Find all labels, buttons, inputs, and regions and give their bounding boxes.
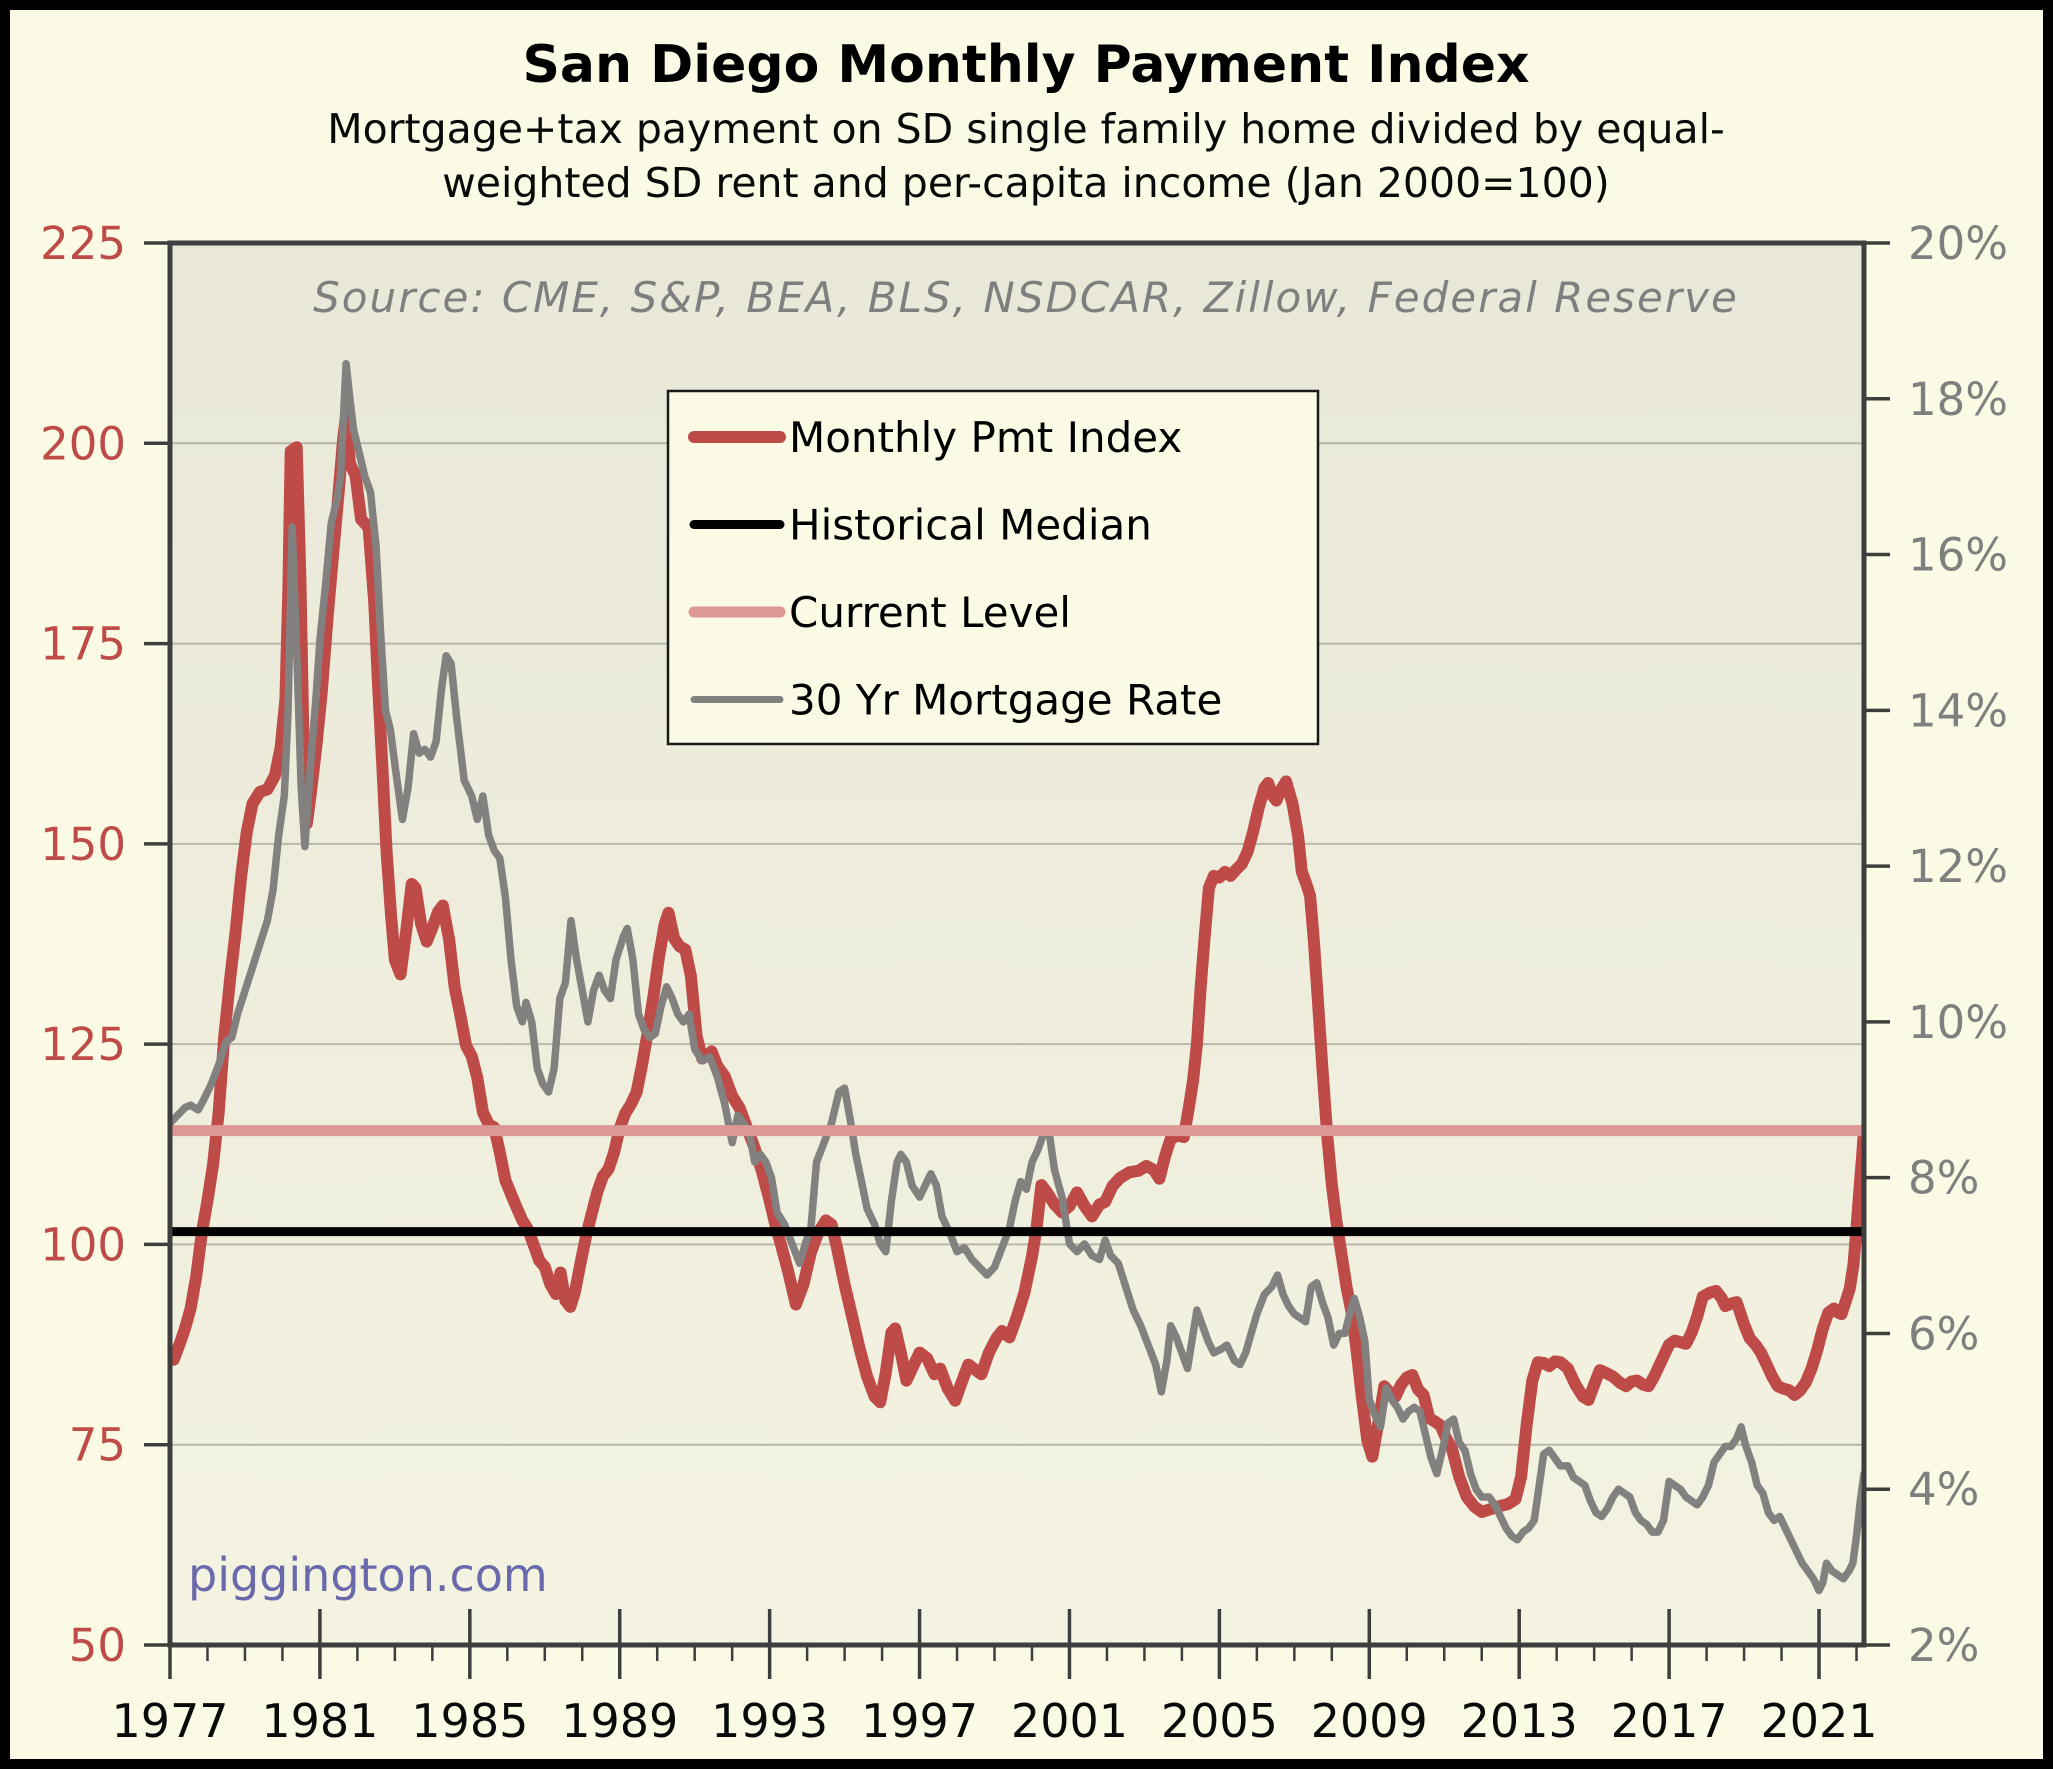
x-axis-label-1997: 1997 (861, 1694, 978, 1748)
axis-ticks (144, 241, 1890, 1679)
right-axis-label-2%: 2% (1908, 1619, 1979, 1672)
right-axis-label-16%: 16% (1908, 529, 2008, 582)
data-series (170, 359, 1864, 1595)
right-axis-label-20%: 20% (1908, 217, 2008, 270)
left-axis-label-50: 50 (69, 1619, 126, 1672)
left-axis-label-75: 75 (69, 1419, 126, 1472)
page-title: San Diego Monthly Payment Index (522, 35, 1529, 95)
legend: Monthly Pmt Index Historical Median Curren… (666, 389, 1320, 746)
right-axis-label-8%: 8% (1908, 1152, 1979, 1205)
left-axis-label-100: 100 (40, 1218, 126, 1271)
x-axis-label-1977: 1977 (111, 1694, 228, 1748)
left-axis-label-175: 175 (40, 618, 126, 671)
legend-label-1: Historical Median (789, 501, 1152, 550)
x-axis-label-2009: 2009 (1311, 1694, 1428, 1748)
30-yr-mortgage-rate-line (170, 359, 1864, 1595)
source-note: Source: CME, S&P, BEA, BLS, NSDCAR, Zill… (313, 273, 1739, 322)
watermark: piggington.com (188, 1548, 548, 1602)
x-axis-label-1985: 1985 (411, 1694, 528, 1748)
x-axis-label-2001: 2001 (1011, 1694, 1128, 1748)
page-subtitle-line2: weighted SD rent and per-capita income (… (442, 159, 1610, 207)
left-axis-label-200: 200 (40, 417, 126, 470)
page-subtitle-line1: Mortgage+tax payment on SD single family… (327, 105, 1725, 153)
left-axis-label-225: 225 (40, 217, 126, 270)
plot-frame (167, 240, 1867, 1648)
legend-label-2: Current Level (789, 588, 1071, 637)
axis-labels: 225 200 175 150 125 100 75 50 20% 18% 16% 14% 12% 10%… (40, 217, 2008, 1748)
right-axis-label-10%: 10% (1908, 996, 2008, 1049)
left-axis-label-150: 150 (40, 818, 126, 871)
right-axis-label-4%: 4% (1908, 1463, 1979, 1516)
legend-label-0: Monthly Pmt Index (789, 413, 1182, 462)
right-axis-label-18%: 18% (1908, 373, 2008, 426)
legend-box (666, 389, 1320, 746)
monthly-pmt-index-line (170, 409, 1864, 1518)
x-axis-label-2013: 2013 (1461, 1694, 1578, 1748)
legend-label-3: 30 Yr Mortgage Rate (789, 676, 1222, 725)
right-axis-label-12%: 12% (1908, 840, 2008, 893)
right-axis-label-6%: 6% (1908, 1307, 1979, 1360)
x-axis-label-1981: 1981 (261, 1694, 378, 1748)
left-axis-label-125: 125 (40, 1018, 126, 1071)
right-axis-label-14%: 14% (1908, 684, 2008, 737)
x-axis-label-2021: 2021 (1760, 1694, 1877, 1748)
x-axis-label-1989: 1989 (561, 1694, 678, 1748)
payment-index-chart: San Diego Monthly Payment Index Mortgage… (40, 35, 2008, 1748)
reference-lines (170, 1125, 1864, 1237)
x-axis-label-2005: 2005 (1161, 1694, 1278, 1748)
x-axis-label-1993: 1993 (711, 1694, 828, 1748)
x-axis-label-2017: 2017 (1611, 1694, 1728, 1748)
